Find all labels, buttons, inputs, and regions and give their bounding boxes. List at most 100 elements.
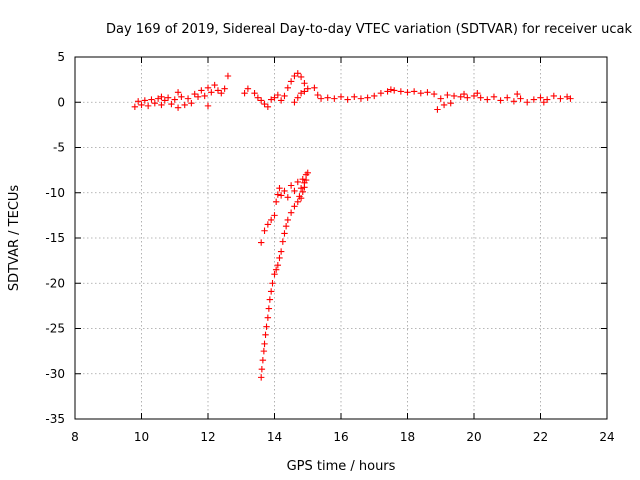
data-point	[344, 96, 351, 103]
data-point	[276, 254, 283, 262]
data-point	[271, 271, 278, 278]
data-point	[274, 191, 282, 198]
data-point	[272, 198, 280, 205]
data-point	[224, 72, 232, 80]
data-point	[188, 99, 195, 107]
data-point	[397, 88, 405, 95]
data-point	[317, 95, 325, 102]
data-point	[440, 101, 448, 109]
data-point	[301, 80, 308, 87]
data-point	[214, 87, 222, 94]
data-point	[304, 169, 311, 177]
y-tick-label: -5	[53, 141, 65, 155]
data-point	[417, 90, 424, 97]
data-point	[543, 96, 551, 103]
data-point	[281, 187, 288, 195]
data-point	[271, 94, 278, 101]
data-point	[151, 99, 158, 107]
y-tick-label: -15	[45, 231, 65, 245]
data-point	[437, 95, 444, 102]
data-point	[294, 94, 301, 101]
x-tick-label: 24	[599, 430, 614, 444]
data-point	[287, 209, 295, 216]
data-point	[299, 188, 306, 196]
data-point	[351, 93, 358, 101]
data-point	[357, 95, 365, 102]
chart-title: Day 169 of 2019, Sidereal Day-to-day VTE…	[106, 22, 632, 37]
y-tick-label: 5	[57, 50, 65, 64]
data-point	[410, 88, 418, 95]
data-point	[272, 266, 280, 273]
data-point	[164, 94, 172, 101]
data-point	[450, 92, 458, 100]
data-point	[241, 90, 248, 97]
data-point	[258, 366, 266, 373]
y-tick-label: 0	[57, 95, 65, 109]
data-point	[477, 94, 484, 101]
data-point	[371, 92, 378, 100]
x-tick-label: 10	[134, 430, 149, 444]
data-point	[514, 90, 521, 98]
data-point	[277, 248, 285, 255]
data-point	[557, 95, 564, 102]
data-point	[244, 85, 252, 92]
data-point	[178, 93, 185, 101]
data-point	[447, 99, 454, 107]
data-point	[540, 99, 548, 106]
data-point	[267, 216, 275, 224]
data-point	[297, 194, 305, 202]
x-tick-label: 20	[466, 430, 481, 444]
data-point	[259, 356, 267, 364]
data-point	[277, 97, 285, 104]
axis-ticks: 8 10 12 14 16 18 20 22 24 5 0 -5 -10 -15 -20 -25 -30 -35	[45, 50, 614, 444]
data-point	[261, 227, 268, 234]
data-point	[174, 89, 182, 96]
data-point	[211, 81, 218, 89]
data-point	[141, 97, 149, 104]
data-point	[264, 314, 272, 321]
data-point	[567, 95, 574, 102]
data-point	[384, 88, 391, 95]
data-point	[138, 101, 145, 109]
data-point	[470, 92, 478, 100]
data-point	[301, 88, 308, 95]
data-point	[269, 280, 276, 287]
data-point	[131, 103, 139, 110]
data-point	[291, 99, 298, 106]
data-point	[263, 323, 270, 330]
data-point	[424, 89, 431, 96]
series-main-band	[131, 70, 574, 113]
data-point	[291, 72, 298, 80]
data-point	[276, 185, 283, 192]
data-point	[204, 84, 212, 91]
data-points	[131, 70, 574, 381]
data-point	[297, 90, 305, 97]
data-point	[287, 78, 295, 85]
data-point	[258, 239, 265, 246]
data-point	[181, 101, 188, 109]
series-upper-branch	[258, 169, 311, 246]
data-point	[161, 97, 168, 104]
data-point	[524, 99, 531, 106]
x-tick-label: 22	[533, 430, 548, 444]
data-point	[497, 97, 504, 104]
data-point	[291, 203, 298, 210]
x-tick-label: 14	[267, 430, 282, 444]
data-point	[264, 221, 272, 228]
data-point	[201, 92, 208, 100]
data-point	[266, 296, 274, 303]
data-point	[134, 98, 142, 105]
x-tick-label: 12	[200, 430, 215, 444]
data-point	[258, 97, 265, 104]
data-point	[287, 182, 295, 189]
data-point	[204, 102, 212, 110]
data-point	[294, 70, 301, 77]
data-point	[267, 96, 275, 103]
data-point	[274, 91, 282, 99]
data-point	[314, 91, 321, 99]
data-point	[510, 98, 518, 105]
data-point	[208, 89, 215, 96]
data-point	[174, 104, 182, 111]
data-point	[297, 73, 305, 81]
data-point	[258, 374, 265, 381]
